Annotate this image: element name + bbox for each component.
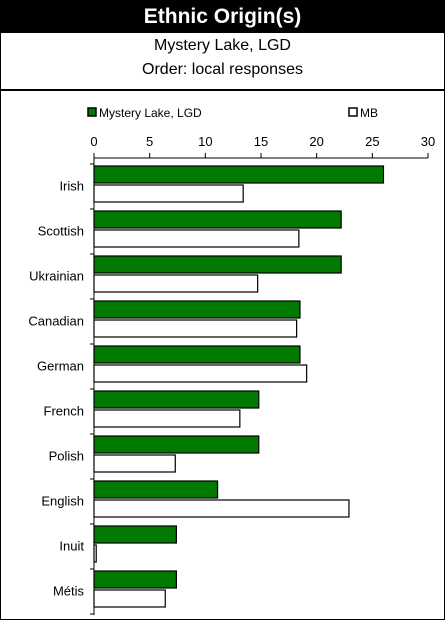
bar-mb-8 <box>93 544 97 563</box>
x-tick-label-10: 10 <box>198 134 212 149</box>
bar-mb-9 <box>93 589 166 608</box>
x-tick-label-25: 25 <box>365 134 379 149</box>
legend-label-2: MB <box>360 106 378 120</box>
bar-mystery-lake-0 <box>93 165 385 184</box>
bar-mb-0 <box>93 184 244 203</box>
bar-mystery-lake-4 <box>93 345 301 364</box>
x-tick-label-15: 15 <box>254 134 268 149</box>
legend-swatch-2 <box>348 107 358 117</box>
bar-mystery-lake-1 <box>93 210 342 229</box>
title-divider <box>1 89 444 91</box>
x-tick-label-30: 30 <box>421 134 435 149</box>
bar-mb-1 <box>93 229 300 248</box>
bar-mb-3 <box>93 319 298 338</box>
bar-mystery-lake-3 <box>93 300 301 319</box>
bar-mb-7 <box>93 499 350 518</box>
bar-mb-2 <box>93 274 259 293</box>
category-label-5: French <box>44 404 84 419</box>
x-tick-label-20: 20 <box>309 134 323 149</box>
category-label-6: Polish <box>49 449 84 464</box>
bar-mb-4 <box>93 364 308 383</box>
bar-mystery-lake-7 <box>93 480 219 499</box>
legend-swatch-1 <box>87 107 97 117</box>
bar-mystery-lake-6 <box>93 435 260 454</box>
bar-mystery-lake-8 <box>93 525 177 544</box>
category-label-0: Irish <box>59 179 84 194</box>
x-tick-label-5: 5 <box>146 134 153 149</box>
category-label-3: Canadian <box>28 314 84 329</box>
legend-label-1: Mystery Lake, LGD <box>99 106 202 120</box>
category-label-8: Inuit <box>59 539 84 554</box>
bar-mb-6 <box>93 454 176 473</box>
category-label-7: English <box>41 494 84 509</box>
category-label-1: Scottish <box>38 224 84 239</box>
chart-subtitle-area: Mystery Lake, LGD <box>154 37 291 54</box>
bar-mystery-lake-9 <box>93 570 177 589</box>
category-label-2: Ukrainian <box>29 269 84 284</box>
bar-mystery-lake-5 <box>93 390 260 409</box>
category-label-4: German <box>37 359 84 374</box>
bar-mb-5 <box>93 409 241 428</box>
chart-subtitle-order: Order: local responses <box>142 61 303 78</box>
category-label-9: Métis <box>53 584 85 599</box>
chart-title: Ethnic Origin(s) <box>1 1 444 33</box>
bar-mystery-lake-2 <box>93 255 342 274</box>
x-tick-label-0: 0 <box>90 134 97 149</box>
